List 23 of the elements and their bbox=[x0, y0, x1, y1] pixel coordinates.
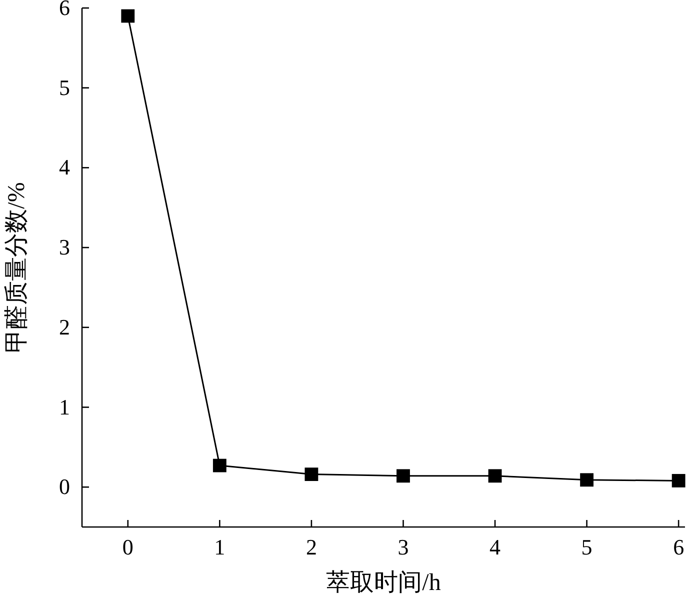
point bbox=[488, 469, 502, 483]
x-axis-title: 萃取时间/h bbox=[326, 570, 441, 596]
x-tick-label: 5 bbox=[581, 534, 592, 560]
x-tick-label: 1 bbox=[214, 534, 226, 560]
point bbox=[672, 474, 686, 488]
point bbox=[212, 458, 226, 472]
point bbox=[121, 9, 135, 23]
x-tick-label: 3 bbox=[398, 534, 409, 560]
x-tick-label: 2 bbox=[306, 534, 317, 560]
x-tick-label: 6 bbox=[673, 534, 684, 560]
y-tick-label: 2 bbox=[59, 314, 70, 340]
y-axis-title: 甲醛质量分数/% bbox=[4, 182, 30, 353]
x-tick-label: 4 bbox=[490, 534, 501, 560]
y-tick-label: 6 bbox=[59, 0, 70, 20]
y-tick-label: 4 bbox=[59, 154, 70, 180]
y-tick-label: 5 bbox=[59, 74, 70, 100]
x-tick-label: 0 bbox=[122, 534, 134, 560]
point bbox=[304, 468, 318, 482]
point bbox=[396, 469, 410, 483]
point bbox=[580, 473, 594, 487]
y-tick-label: 0 bbox=[59, 474, 70, 500]
y-tick-label: 1 bbox=[59, 394, 70, 420]
y-tick-label: 3 bbox=[59, 234, 70, 260]
